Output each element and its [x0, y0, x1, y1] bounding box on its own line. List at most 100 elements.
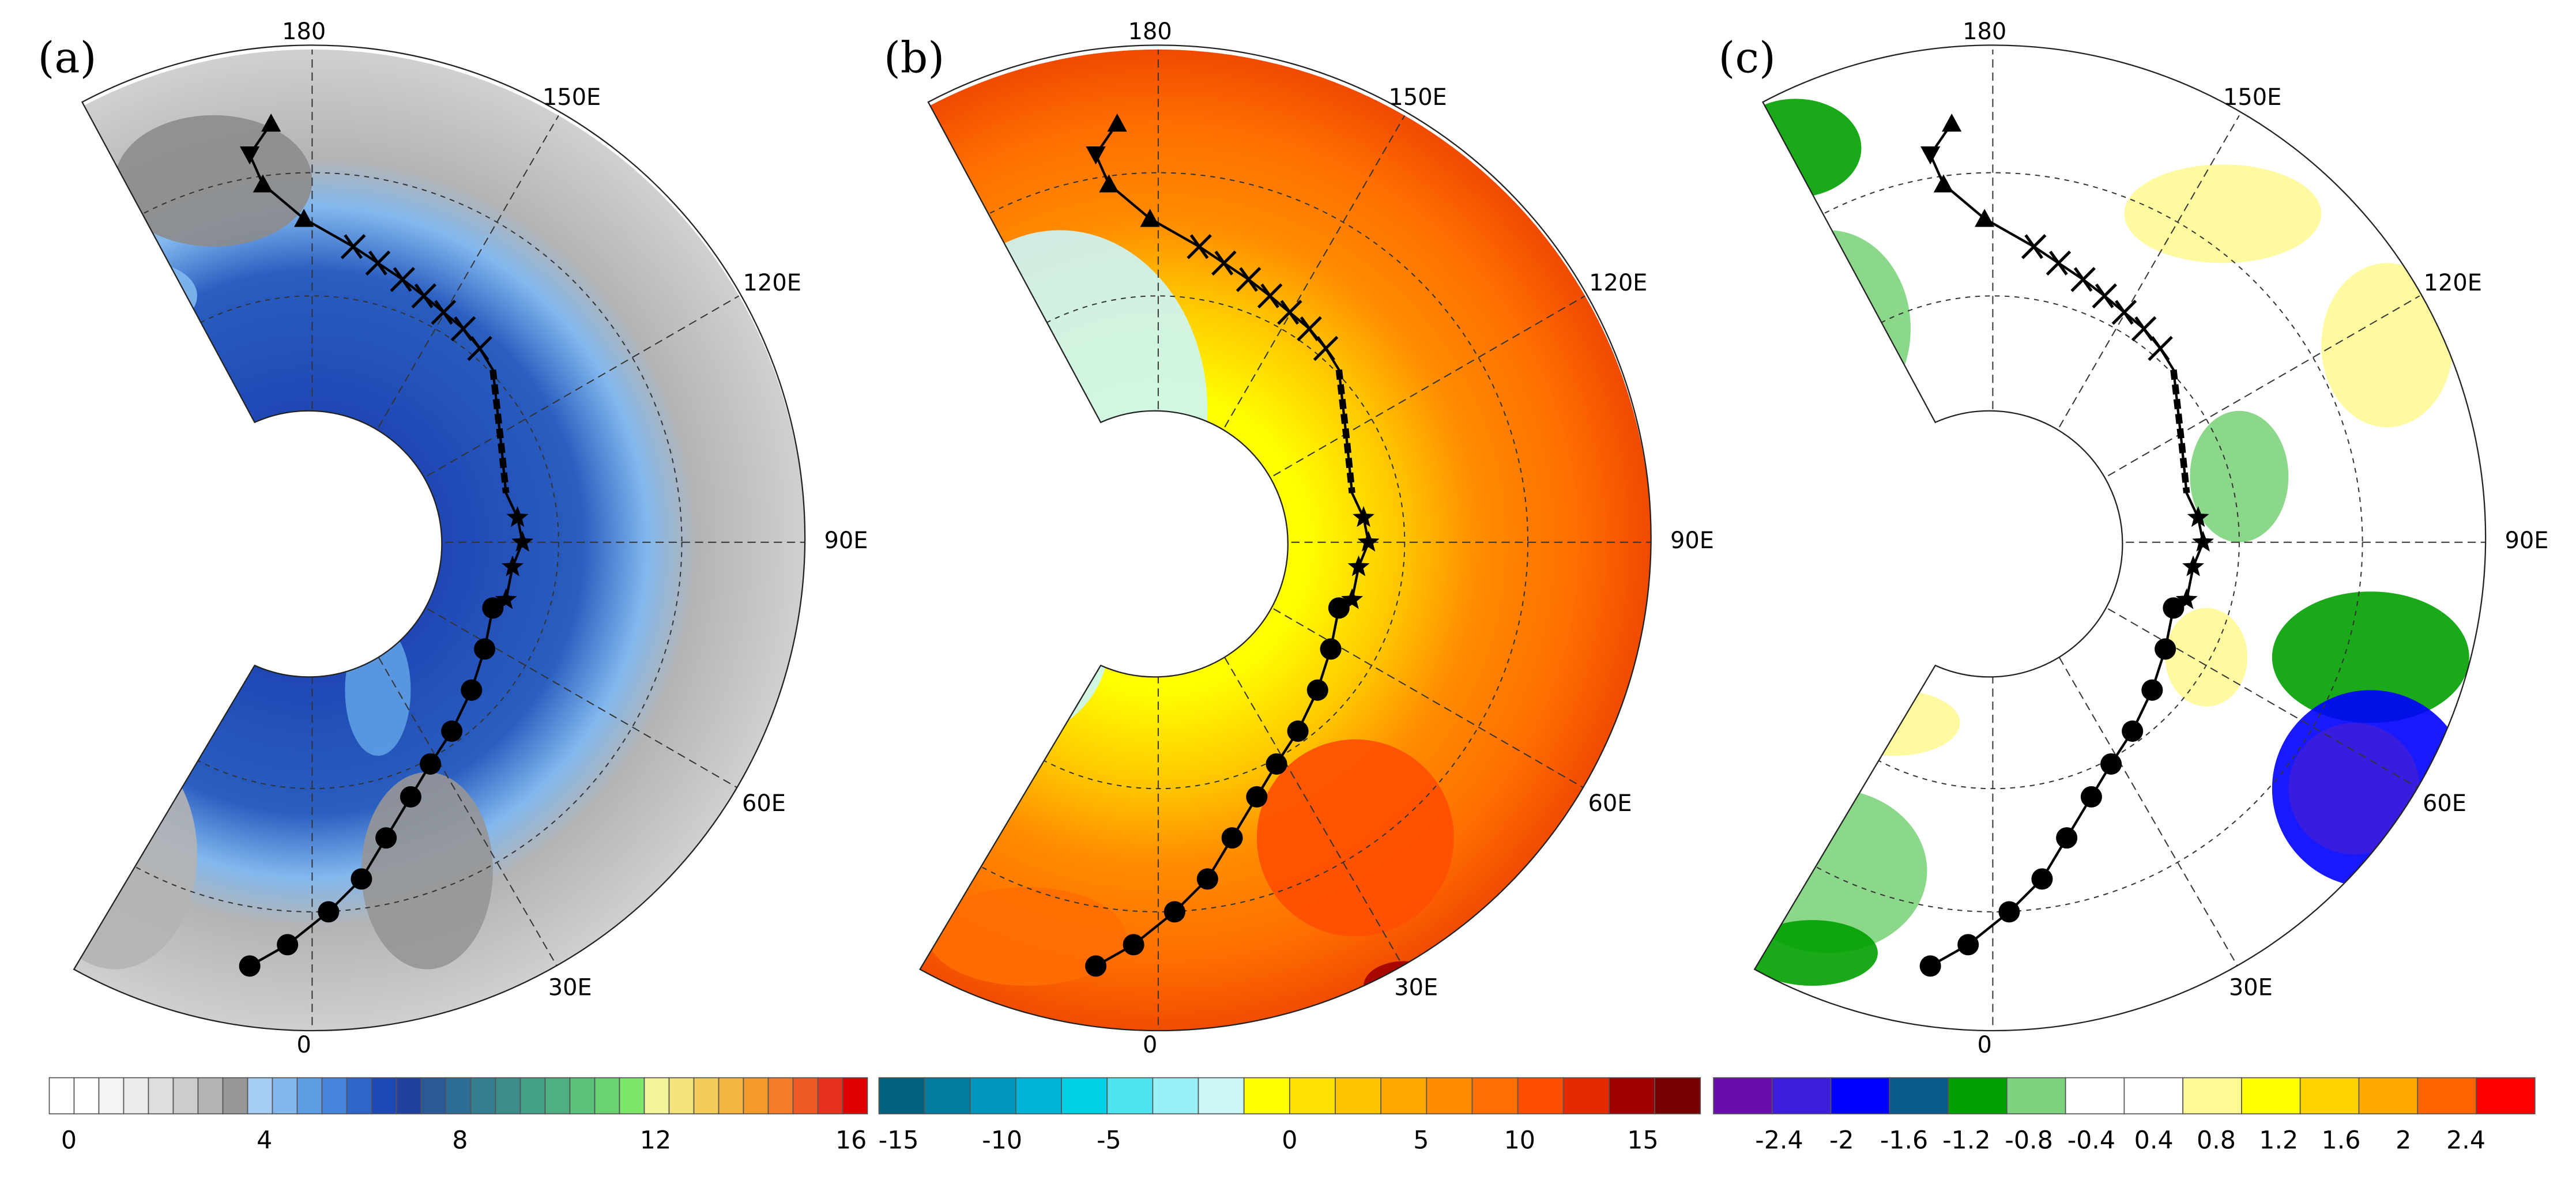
colorbar-box — [420, 1077, 447, 1115]
colorbar-box — [1562, 1077, 1610, 1115]
track-triangle — [294, 209, 314, 227]
meridian-line — [74, 608, 198, 790]
map — [74, 49, 805, 1031]
colorbar-box — [1152, 1077, 1199, 1115]
track-star — [495, 588, 517, 609]
longitude-label: 30E — [548, 974, 592, 1001]
track-cross — [1211, 250, 1237, 276]
colorbar-box — [2241, 1077, 2301, 1115]
colorbar-box — [1243, 1077, 1290, 1115]
colorbar-box — [1609, 1077, 1655, 1115]
meridian-line — [427, 295, 740, 477]
track-cross — [2111, 300, 2137, 325]
map-region — [2272, 591, 2469, 723]
colorbar-box — [222, 1077, 248, 1115]
colorbar-tick-label: 2.4 — [2446, 1126, 2485, 1155]
longitude-label: 180 — [282, 18, 326, 45]
track-cross — [2021, 234, 2047, 259]
track-star — [2182, 555, 2205, 576]
track-star — [2175, 588, 2198, 609]
track-triangle — [1107, 114, 1127, 132]
track-dot — [461, 679, 483, 701]
colorbar-box — [2123, 1077, 2184, 1115]
map-region — [74, 739, 197, 970]
track-cross — [450, 316, 476, 342]
track-cross — [2148, 335, 2173, 361]
map-region — [345, 624, 411, 756]
map-region — [1256, 739, 1454, 937]
map-region — [1754, 99, 1862, 198]
track-cross — [1187, 234, 1212, 259]
longitude-label: 60E — [2423, 790, 2466, 817]
track-triangle — [1086, 146, 1106, 165]
colorbar-tick-label: 10 — [1504, 1126, 1535, 1155]
track-cross — [1236, 267, 1261, 292]
colorbar-box — [2358, 1077, 2419, 1115]
track-dot — [1287, 720, 1309, 742]
map-region — [1754, 920, 1878, 986]
track-star — [506, 506, 529, 527]
colorbar-box — [743, 1077, 769, 1115]
track-triangle — [1099, 174, 1119, 193]
colorbar-box — [2182, 1077, 2242, 1115]
longitude-label: 90E — [1670, 527, 1714, 554]
colorbar-tick-label: -5 — [1097, 1126, 1121, 1155]
map — [920, 49, 1651, 1031]
track-triangle — [240, 146, 260, 165]
colorbar-tick-label: -2.4 — [1755, 1126, 1803, 1155]
longitude-label: 60E — [1588, 790, 1632, 817]
colorbar-box — [1289, 1077, 1336, 1115]
colorbar-box — [247, 1077, 273, 1115]
colorbar-tick-label: -15 — [879, 1126, 919, 1155]
track-dot — [1957, 934, 1979, 956]
latitude-line — [74, 172, 683, 912]
meridian-line — [1224, 115, 1406, 428]
colorbar-box — [371, 1077, 397, 1115]
colorbar-box — [98, 1077, 125, 1115]
track-cross — [1313, 335, 1339, 361]
track-cross — [2131, 316, 2157, 342]
longitude-label: 90E — [2505, 527, 2549, 554]
map-region — [98, 263, 197, 329]
colorbar-box — [1471, 1077, 1519, 1115]
meridian-line — [378, 115, 559, 428]
track-cross — [411, 283, 436, 309]
colorbar-tick-label: 2 — [2396, 1126, 2411, 1155]
map-region — [2124, 164, 2322, 263]
colorbar-box — [1771, 1077, 1832, 1115]
track-star — [2192, 530, 2215, 552]
colorbar-box — [1335, 1077, 1382, 1115]
map-region — [115, 115, 312, 247]
colorbar-box — [878, 1077, 925, 1115]
colorbar-box — [2417, 1077, 2477, 1115]
track-triangle — [1942, 114, 1962, 132]
track-dashed — [2170, 369, 2190, 493]
colorbar-tick-label: -2 — [1829, 1126, 1854, 1155]
longitude-label: 180 — [1963, 18, 2006, 45]
track-star — [502, 555, 524, 576]
colorbar-box — [969, 1077, 1016, 1115]
track-dot — [474, 638, 496, 660]
track-dot — [1919, 955, 1941, 977]
track-dot — [351, 868, 372, 890]
map-panel — [919, 44, 1652, 1032]
track-dot — [1998, 901, 2020, 923]
colorbar-tick-label: 8 — [452, 1126, 468, 1155]
latitude-line — [920, 172, 1529, 912]
track-cross — [390, 267, 415, 292]
track-dot — [1085, 955, 1107, 977]
track-dot — [375, 827, 397, 849]
colorbar-tick-label: 5 — [1413, 1126, 1429, 1155]
colorbar-box — [668, 1077, 695, 1115]
colorbar-box — [1197, 1077, 1245, 1115]
colorbar-tick-label: 15 — [1627, 1126, 1658, 1155]
longitude-label: 0 — [1143, 1032, 1157, 1058]
meridian-line — [2058, 115, 2240, 428]
colorbar-box — [1015, 1077, 1062, 1115]
longitude-label: 120E — [1589, 270, 1647, 296]
track-cross — [431, 300, 457, 325]
colorbar-box — [172, 1077, 199, 1115]
map-region — [928, 887, 1125, 986]
